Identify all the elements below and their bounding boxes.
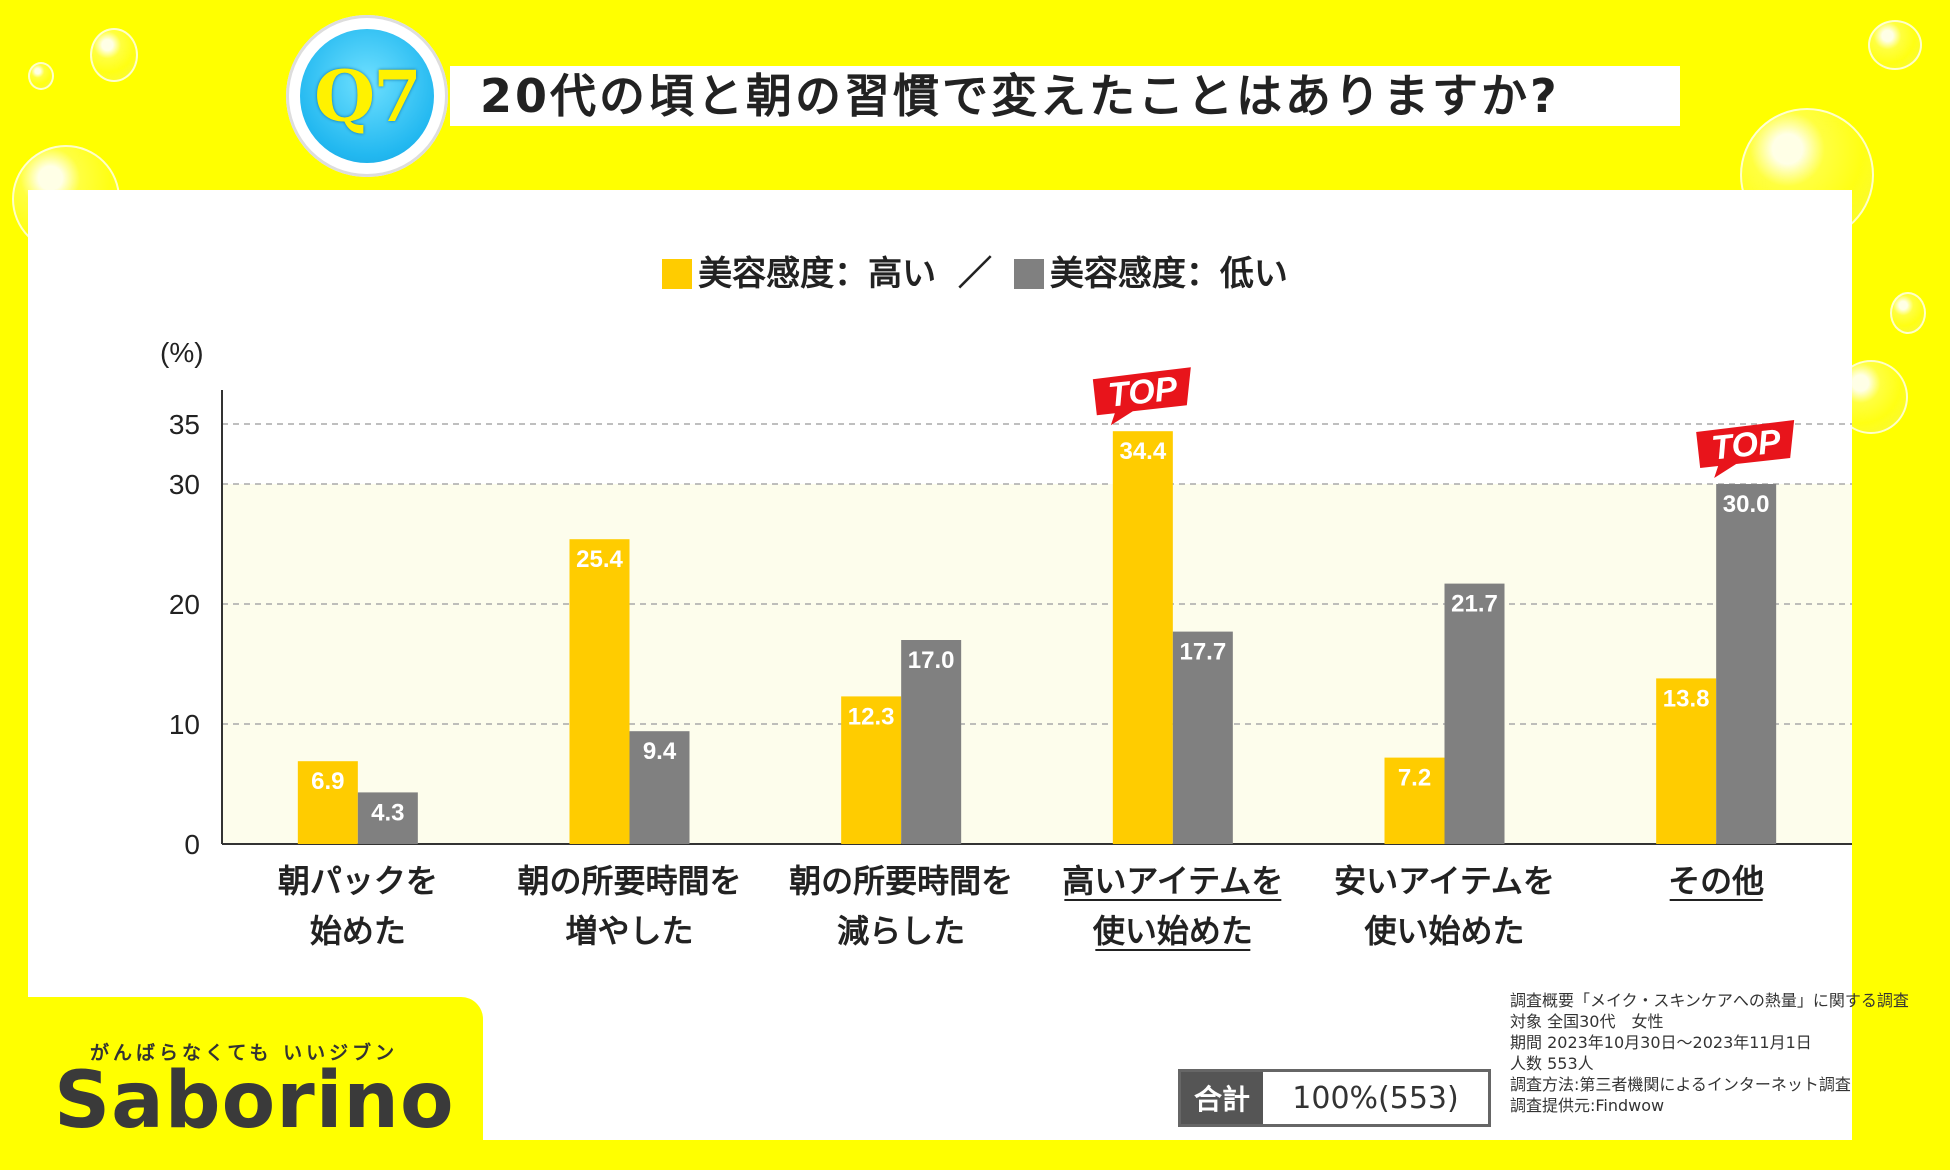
bar-low <box>1716 484 1777 844</box>
total-box: 合計 100%(553) <box>1178 1069 1491 1127</box>
survey-notes: 調査概要「メイク・スキンケアへの熱量」に関する調査 対象 全国30代 女性 期間… <box>1510 990 1909 1116</box>
y-tick-label: 35 <box>169 409 200 440</box>
total-label: 合計 <box>1181 1072 1263 1124</box>
bar-low <box>1172 631 1233 844</box>
bar-low <box>629 731 690 844</box>
bubble-decoration <box>90 28 138 82</box>
x-tick-label: 使い始めた <box>1363 912 1524 950</box>
y-axis-label: (%) <box>160 337 204 368</box>
legend-swatch-high <box>662 259 693 289</box>
data-label: 9.4 <box>643 738 677 765</box>
y-tick-label: 10 <box>169 709 200 740</box>
top-badge-shape <box>1696 420 1795 478</box>
data-label: 30.0 <box>1723 491 1770 518</box>
x-tick-label: 減らした <box>837 912 965 950</box>
top-badge: TOP <box>1092 367 1191 426</box>
x-tick-label: その他 <box>1668 862 1764 900</box>
data-label: 12.3 <box>848 703 895 730</box>
bar-high <box>841 696 902 844</box>
bubble-decoration <box>28 62 54 90</box>
brand-logo: Saborino <box>54 1056 455 1146</box>
data-label: 21.7 <box>1451 591 1498 618</box>
survey-note-line: 対象 全国30代 女性 <box>1510 1012 1664 1031</box>
x-tick-label: 朝の所要時間を <box>517 862 741 900</box>
data-label: 17.7 <box>1179 639 1226 666</box>
x-tick-label: 増やした <box>565 912 693 950</box>
x-tick-label: 高いアイテムを <box>1062 862 1283 900</box>
bar-low <box>1444 583 1505 844</box>
brand-box <box>0 997 483 1170</box>
legend-separator: ／ <box>958 254 992 294</box>
top-badge: TOP <box>1696 420 1795 478</box>
data-label: 6.9 <box>311 768 344 795</box>
y-tick-label: 30 <box>169 469 200 500</box>
data-label: 13.8 <box>1663 685 1710 712</box>
bar-high <box>1656 678 1717 844</box>
legend-label-low: 美容感度：低い <box>1049 254 1288 294</box>
survey-note-line: 期間 2023年10月30日〜2023年11月1日 <box>1510 1033 1812 1052</box>
y-tick-label: 0 <box>184 829 200 860</box>
question-badge: Q7 <box>286 15 448 177</box>
top-badge-text: TOP <box>1710 422 1783 467</box>
x-tick-label: 安いアイテムを <box>1334 862 1555 900</box>
data-label: 7.2 <box>1398 765 1431 792</box>
bubble-decoration <box>1890 292 1926 334</box>
question-title: 20代の頃と朝の習慣で変えたことはありますか? <box>480 69 1560 123</box>
survey-note-line: 調査方法:第三者機関によるインターネット調査 <box>1510 1075 1851 1094</box>
bubble-decoration <box>1868 20 1922 70</box>
survey-note-line: 人数 553人 <box>1510 1054 1594 1073</box>
bar-high <box>297 761 358 844</box>
bar-low <box>901 640 962 844</box>
brand-tagline: がんばらなくても いいジブン <box>90 1042 399 1064</box>
legend-swatch-low <box>1013 259 1044 289</box>
plot-background <box>222 484 1852 844</box>
x-tick-label: 始めた <box>310 912 406 950</box>
top-badge-shape <box>1092 367 1191 426</box>
total-value: 100%(553) <box>1292 1080 1459 1116</box>
y-tick-label: 20 <box>169 589 200 620</box>
bar-high <box>1112 431 1173 844</box>
data-label: 34.4 <box>1119 438 1166 465</box>
question-badge-inner: Q7 <box>300 29 434 163</box>
data-label: 17.0 <box>908 647 955 674</box>
x-tick-label: 使い始めた <box>1092 912 1253 950</box>
data-label: 25.4 <box>576 546 623 573</box>
legend-label-high: 美容感度：高い <box>698 254 937 294</box>
bar-high <box>1384 757 1445 844</box>
survey-note-line: 調査提供元:Findwow <box>1510 1096 1665 1115</box>
legend: 美容感度：高い ／ 美容感度：低い <box>0 246 1950 295</box>
top-badge-text: TOP <box>1106 370 1179 415</box>
question-number: Q7 <box>314 54 422 138</box>
bar-low <box>357 792 418 844</box>
x-tick-label: 朝パックを <box>278 862 438 900</box>
survey-note-line: 調査概要「メイク・スキンケアへの熱量」に関する調査 <box>1510 991 1909 1010</box>
title-bar <box>450 66 1680 126</box>
bar-high <box>569 539 630 844</box>
data-label: 4.3 <box>371 799 404 826</box>
x-tick-label: 朝の所要時間を <box>789 862 1013 900</box>
